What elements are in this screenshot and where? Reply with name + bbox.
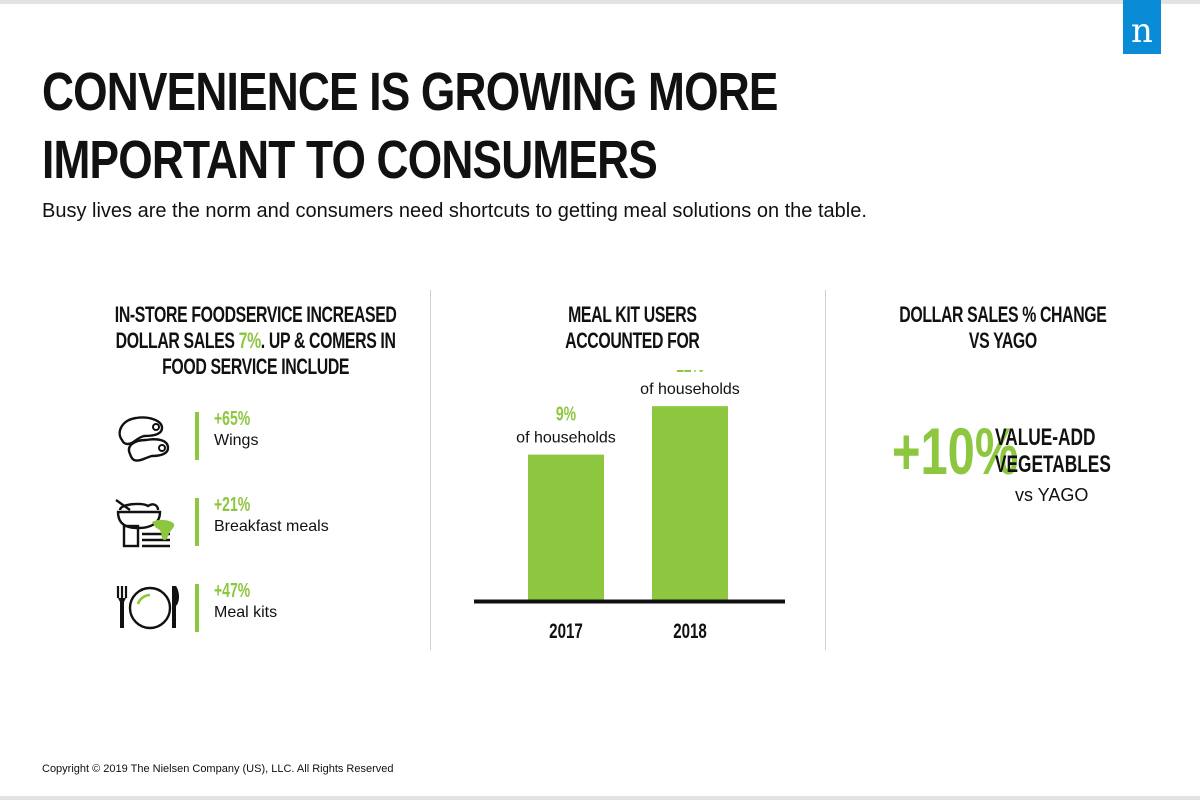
list-item-wings: +65% Wings — [112, 408, 372, 466]
middle-heading-line2: ACCOUNTED FOR — [565, 328, 700, 353]
x-tick-label-2017: 2017 — [549, 618, 583, 642]
list-item-meal-kits: +47% Meal kits — [112, 580, 372, 638]
left-heading-line2-post: . UP & COMERS IN — [260, 328, 396, 353]
bar-annotation-2018: of households — [640, 381, 740, 398]
list-item-breakfast: +21% Breakfast meals — [112, 494, 372, 552]
vs-yago-label: vs YAGO — [1015, 485, 1089, 505]
top-border — [0, 0, 1200, 4]
page-subtitle: Busy lives are the norm and consumers ne… — [42, 200, 867, 222]
middle-heading-line1: MEAL KIT USERS — [568, 302, 697, 327]
logo-letter: n — [1131, 11, 1153, 51]
vegetables-label-line2: VEGETABLES — [995, 451, 1111, 478]
accent-bar — [195, 584, 199, 632]
chicken-wings-icon — [112, 410, 184, 466]
wings-label: Wings — [214, 432, 259, 449]
plate-utensils-icon — [112, 582, 184, 638]
left-panel-heading: IN-STORE FOODSERVICE INCREASED DOLLAR SA… — [60, 302, 400, 380]
bar-value-label-2017: 9% — [556, 402, 576, 425]
wings-percent: +65% — [214, 408, 251, 430]
left-heading-line2-pre: DOLLAR SALES — [115, 328, 239, 353]
nielsen-logo: n — [1123, 0, 1161, 54]
right-heading-line1: DOLLAR SALES % CHANGE — [898, 302, 1107, 327]
bar-2018 — [652, 406, 728, 600]
column-divider-right — [825, 290, 826, 650]
bar-value-label-2018: 12% — [676, 370, 704, 377]
meal-kits-label: Meal kits — [214, 604, 278, 621]
breakfast-meal-icon — [112, 496, 184, 552]
left-heading-line1: IN-STORE FOODSERVICE INCREASED — [114, 302, 397, 327]
vegetables-label: VALUE-ADD VEGETABLES — [995, 424, 1111, 478]
bottom-border — [0, 796, 1200, 800]
right-heading-line2: VS YAGO — [968, 328, 1037, 353]
breakfast-percent: +21% — [214, 494, 251, 516]
accent-bar — [195, 412, 199, 460]
vegetables-change-value: +10% — [892, 414, 1019, 488]
copyright-notice: Copyright © 2019 The Nielsen Company (US… — [42, 763, 394, 775]
column-divider-left — [430, 290, 431, 650]
breakfast-label: Breakfast meals — [214, 518, 329, 535]
right-panel-heading: DOLLAR SALES % CHANGE VS YAGO — [850, 302, 1155, 354]
vegetables-label-line1: VALUE-ADD — [995, 424, 1096, 451]
bar-annotation-2017: of households — [516, 430, 616, 447]
meal-kit-bar-chart: 9% of households 2017 12% of households 2018 — [474, 370, 785, 643]
x-tick-label-2018: 2018 — [673, 618, 707, 642]
accent-bar — [195, 498, 199, 546]
page-title: CONVENIENCE IS GROWING MORE IMPORTANT TO… — [42, 62, 778, 190]
meal-kits-percent: +47% — [214, 580, 251, 602]
middle-panel-heading: MEAL KIT USERS ACCOUNTED FOR — [480, 302, 785, 354]
left-heading-highlight: 7% — [238, 328, 262, 353]
bar-2017 — [528, 454, 604, 600]
left-heading-line3: FOOD SERVICE INCLUDE — [162, 354, 350, 379]
